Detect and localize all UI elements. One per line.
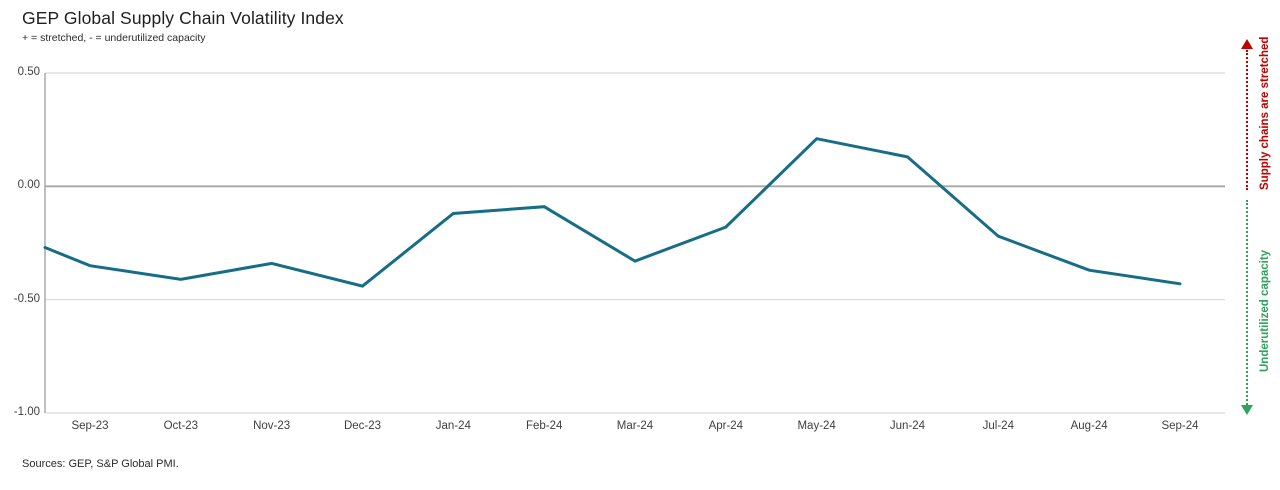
x-tick-label: Dec-23 <box>343 420 382 432</box>
underutilized-arrow-line <box>1246 200 1248 405</box>
x-tick-label: Jun-24 <box>889 420 926 432</box>
x-tick-label: Feb-24 <box>525 420 563 432</box>
x-tick-label: May-24 <box>797 420 836 432</box>
chart-subtitle: + = stretched, - = underutilized capacit… <box>22 32 206 44</box>
x-tick-label: Nov-23 <box>253 420 291 432</box>
sources-note: Sources: GEP, S&P Global PMI. <box>22 458 179 470</box>
y-tick-label: 0.00 <box>17 179 40 192</box>
x-tick-label: Sep-23 <box>71 420 109 432</box>
y-tick-label: -0.50 <box>13 292 40 305</box>
x-tick-label: Apr-24 <box>708 420 744 432</box>
stretched-arrow-line <box>1246 50 1248 190</box>
down-arrowhead-icon <box>1241 405 1253 415</box>
underutilized-axis-label: Underutilized capacity <box>1259 249 1271 373</box>
x-tick-label: Jan-24 <box>435 420 471 432</box>
x-tick-label: Sep-24 <box>1161 420 1199 432</box>
x-tick-label: Mar-24 <box>616 420 654 432</box>
x-tick-label: Jul-24 <box>982 420 1014 432</box>
y-tick-label: 0.50 <box>17 66 40 78</box>
up-arrowhead-icon <box>1241 39 1253 49</box>
y-tick-label: -1.00 <box>13 406 40 418</box>
x-tick-label: Oct-23 <box>163 420 199 432</box>
x-tick-label: Aug-24 <box>1070 420 1108 432</box>
volatility-index-series-line <box>43 137 1182 288</box>
chart-title: GEP Global Supply Chain Volatility Index <box>22 8 344 28</box>
stretched-axis-label: Supply chains are stretched <box>1259 36 1271 190</box>
